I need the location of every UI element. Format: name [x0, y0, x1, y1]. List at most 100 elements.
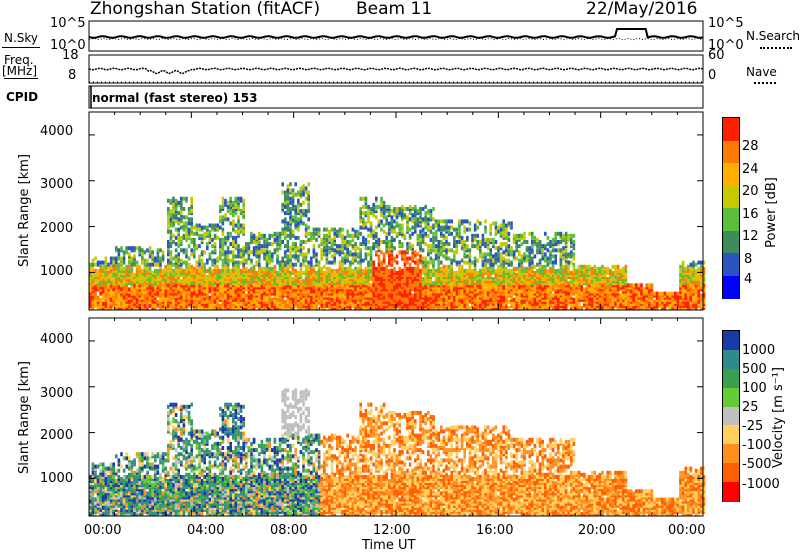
- range-cell: [380, 291, 383, 296]
- range-cell: [349, 262, 352, 267]
- range-cell: [341, 285, 344, 290]
- nsky-trace: [88, 28, 704, 39]
- range-cell: [242, 207, 245, 211]
- range-cell: [458, 285, 461, 290]
- range-cell: [276, 248, 279, 253]
- range-cell: [125, 279, 128, 284]
- range-cell: [258, 295, 261, 300]
- range-cell: [421, 260, 425, 265]
- range-cell: [460, 306, 464, 310]
- range-cell: [286, 194, 290, 199]
- range-cell: [546, 289, 550, 294]
- range-cell: [265, 279, 269, 284]
- range-cell: [510, 281, 513, 286]
- range-cell: [289, 182, 292, 187]
- range-cell: [349, 268, 352, 273]
- colorbar-swatch: [723, 118, 739, 142]
- range-cell: [148, 279, 152, 284]
- range-cell: [505, 275, 508, 280]
- range-cell: [180, 202, 183, 207]
- range-cell: [159, 264, 162, 269]
- range-cell: [536, 285, 539, 290]
- range-cell: [414, 281, 417, 286]
- range-cell: [520, 260, 524, 265]
- range-cell: [133, 262, 136, 267]
- range-cell: [268, 279, 271, 284]
- range-cell: [494, 289, 498, 294]
- range-cell: [336, 306, 339, 310]
- range-cell: [541, 295, 544, 300]
- range-cell: [395, 275, 399, 280]
- range-cell: [219, 268, 222, 273]
- range-cell: [174, 297, 178, 302]
- range-cell: [473, 306, 477, 310]
- range-cell: [281, 227, 284, 232]
- range-cell: [471, 244, 474, 249]
- range-cell: [120, 297, 123, 302]
- range-cell: [284, 225, 287, 230]
- range-cell: [169, 306, 173, 310]
- range-cell: [525, 289, 529, 294]
- range-cell: [380, 285, 383, 290]
- range-cell: [299, 281, 303, 286]
- range-cell: [354, 266, 357, 271]
- range-cell: [250, 273, 253, 277]
- range-cell: [242, 264, 245, 269]
- range-cell: [125, 295, 128, 300]
- range-cell: [190, 273, 193, 277]
- range-cell: [393, 209, 396, 214]
- range-cell: [369, 291, 373, 296]
- range-cell: [484, 268, 487, 273]
- range-cell: [382, 204, 386, 209]
- colorbar-swatch: [723, 140, 739, 164]
- range-cell: [213, 281, 217, 286]
- range-cell: [193, 285, 196, 290]
- range-cell: [338, 260, 342, 265]
- range-cell: [200, 250, 204, 255]
- range-cell: [385, 246, 388, 251]
- range-cell: [122, 256, 126, 261]
- range-cell: [385, 283, 388, 288]
- range-cell: [416, 235, 420, 240]
- range-cell: [291, 229, 295, 234]
- range-cell: [143, 289, 147, 294]
- range-cell: [382, 211, 386, 216]
- range-cell: [414, 229, 417, 234]
- date-label: 22/May/2016: [586, 0, 698, 19]
- range-cell: [234, 291, 238, 296]
- range-cell: [289, 200, 292, 205]
- range-cell: [523, 258, 526, 263]
- range-cell: [177, 285, 180, 290]
- range-cell: [414, 250, 417, 255]
- range-cell: [445, 281, 448, 286]
- range-cell: [120, 275, 123, 280]
- range-cell: [502, 281, 505, 286]
- range-cell: [200, 279, 204, 284]
- range-cell: [177, 240, 180, 244]
- range-cell: [486, 306, 490, 310]
- range-cell: [239, 297, 243, 302]
- range-cell: [226, 295, 230, 300]
- range-cell: [169, 213, 173, 218]
- range-cell: [507, 246, 511, 251]
- range-cell: [206, 289, 209, 294]
- range-cell: [151, 254, 154, 259]
- range-cell: [330, 242, 334, 247]
- range-cell: [380, 295, 383, 300]
- range-cell: [372, 207, 375, 211]
- range-cell: [117, 262, 121, 267]
- range-cell: [120, 266, 123, 271]
- range-cell: [172, 240, 175, 244]
- range-cell: [541, 281, 544, 286]
- range-cell: [330, 254, 334, 259]
- range-cell: [497, 268, 500, 273]
- range-cell: [169, 219, 173, 224]
- freq-trace: [88, 67, 704, 75]
- range-cell: [481, 264, 485, 269]
- range-cell: [494, 225, 498, 230]
- range-cell: [419, 223, 422, 228]
- range-cell: [99, 275, 102, 280]
- range-cell: [390, 221, 394, 226]
- range-cell: [458, 289, 461, 294]
- range-cell: [484, 289, 487, 294]
